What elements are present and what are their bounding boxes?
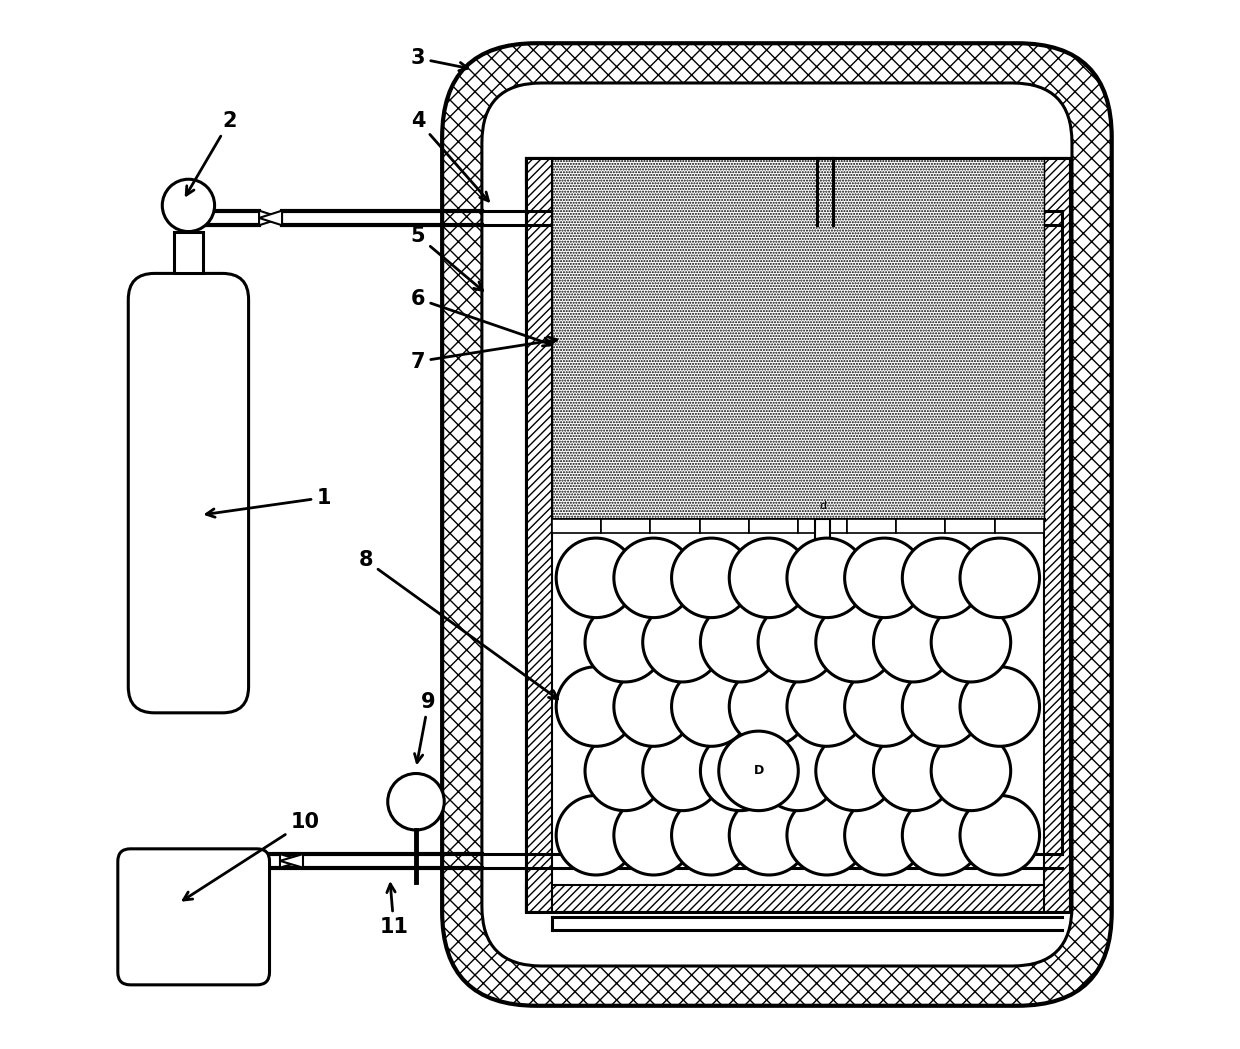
Circle shape	[844, 795, 924, 875]
Bar	[526, 158, 1070, 912]
Bar	[847, 519, 897, 533]
Circle shape	[787, 795, 867, 875]
Bar	[650, 519, 699, 533]
Text: 1: 1	[206, 488, 331, 517]
Bar	[994, 519, 1044, 533]
Polygon shape	[280, 854, 303, 868]
Circle shape	[960, 667, 1039, 746]
Circle shape	[729, 538, 808, 618]
Circle shape	[557, 667, 636, 746]
Circle shape	[642, 602, 722, 682]
Bar	[945, 519, 994, 533]
Text: D: D	[754, 765, 764, 777]
Circle shape	[960, 538, 1039, 618]
Polygon shape	[280, 854, 303, 868]
Bar	[699, 519, 749, 533]
Bar	[601, 519, 650, 533]
Circle shape	[729, 795, 808, 875]
Circle shape	[787, 538, 867, 618]
Text: 3: 3	[410, 48, 467, 70]
Circle shape	[787, 667, 867, 746]
Text: 10: 10	[184, 812, 320, 900]
Circle shape	[585, 731, 665, 811]
Bar	[526, 885, 1070, 912]
Circle shape	[903, 667, 982, 746]
Circle shape	[729, 667, 808, 746]
FancyBboxPatch shape	[128, 274, 248, 713]
FancyBboxPatch shape	[443, 43, 1112, 1006]
Bar	[797, 519, 847, 533]
Bar	[552, 519, 601, 533]
Circle shape	[873, 602, 954, 682]
Circle shape	[903, 795, 982, 875]
Text: 2: 2	[186, 111, 237, 195]
Circle shape	[614, 795, 693, 875]
Circle shape	[388, 773, 444, 830]
Circle shape	[816, 602, 895, 682]
Circle shape	[162, 179, 215, 232]
Circle shape	[642, 731, 722, 811]
Polygon shape	[259, 211, 281, 226]
Circle shape	[844, 538, 924, 618]
Polygon shape	[259, 211, 281, 226]
Circle shape	[672, 667, 751, 746]
Bar	[552, 533, 1044, 885]
Circle shape	[585, 602, 665, 682]
Bar	[552, 185, 1044, 885]
Circle shape	[758, 602, 837, 682]
Circle shape	[931, 731, 1011, 811]
Circle shape	[672, 538, 751, 618]
Circle shape	[816, 731, 895, 811]
Bar	[815, 519, 830, 545]
Text: 8: 8	[358, 551, 558, 699]
Text: 4: 4	[410, 111, 489, 201]
Circle shape	[960, 795, 1039, 875]
Bar	[174, 232, 203, 274]
Circle shape	[614, 667, 693, 746]
Text: 11: 11	[379, 884, 408, 937]
Circle shape	[873, 731, 954, 811]
Circle shape	[614, 538, 693, 618]
Circle shape	[672, 795, 751, 875]
Bar	[526, 158, 552, 912]
FancyBboxPatch shape	[118, 849, 269, 985]
Text: d: d	[818, 501, 826, 511]
Circle shape	[557, 538, 636, 618]
Circle shape	[758, 731, 837, 811]
Bar	[1044, 158, 1070, 912]
Circle shape	[719, 731, 799, 811]
FancyBboxPatch shape	[482, 83, 1071, 966]
Bar	[552, 158, 1044, 519]
Text: 7: 7	[410, 337, 557, 371]
Circle shape	[557, 795, 636, 875]
Bar	[897, 519, 945, 533]
Circle shape	[701, 602, 780, 682]
Bar	[749, 519, 797, 533]
Circle shape	[844, 667, 924, 746]
Circle shape	[903, 538, 982, 618]
Text: 9: 9	[414, 691, 435, 763]
Text: 6: 6	[410, 288, 552, 346]
Text: 5: 5	[410, 226, 482, 291]
Circle shape	[931, 602, 1011, 682]
Bar	[526, 158, 1070, 185]
Circle shape	[701, 731, 780, 811]
